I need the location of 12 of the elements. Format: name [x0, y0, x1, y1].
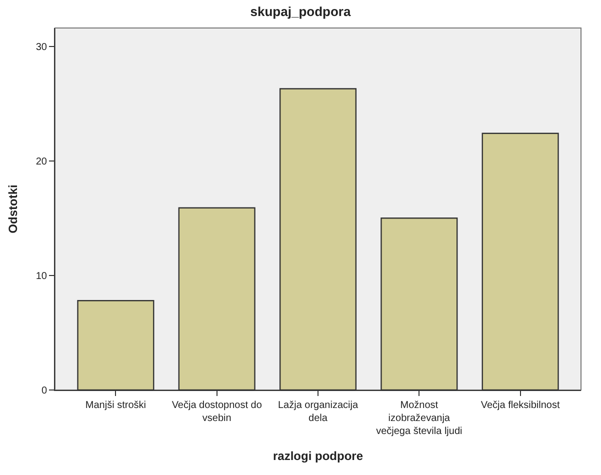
y-tick-label: 20 — [36, 156, 48, 168]
x-tick-label: Manjši stroški — [85, 400, 146, 411]
y-axis-title: Odstotki — [6, 184, 20, 234]
x-tick-label: Možnost izobraževanja večjega števila ljudi — [376, 400, 462, 437]
y-tick-label: 30 — [36, 42, 48, 53]
y-tick-label: 10 — [36, 270, 48, 282]
x-tick-label: Večja dostopnost do vsebin — [172, 400, 262, 424]
chart-title: skupaj_podpora — [250, 4, 352, 20]
x-tick-label: Lažja organizacija dela — [278, 400, 358, 424]
x-axis-title: razlogi podpore — [273, 448, 364, 463]
y-tick-label: 0 — [41, 386, 48, 396]
x-tick-label: Večja fleksibilnost — [480, 400, 560, 411]
